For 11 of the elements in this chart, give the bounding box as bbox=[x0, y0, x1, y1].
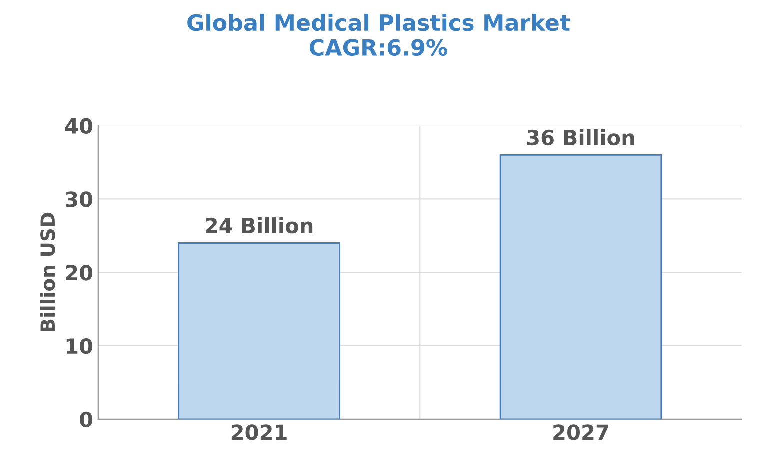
data-label: 24 Billion bbox=[206, 218, 313, 234]
y-tick-label: 40 bbox=[65, 118, 93, 134]
x-tick-label: 2027 bbox=[554, 424, 608, 440]
y-axis-title: Billion USD bbox=[40, 212, 56, 332]
chart-title: Global Medical Plastics Market CAGR:6.9% bbox=[188, 14, 570, 56]
y-tick-label: 0 bbox=[80, 412, 93, 428]
x-tick-label: 2021 bbox=[232, 424, 287, 440]
y-tick-label: 30 bbox=[66, 192, 93, 208]
y-tick-label: 10 bbox=[66, 338, 93, 354]
data-label: 36 Billion bbox=[527, 129, 634, 146]
y-tick-label: 20 bbox=[66, 265, 93, 281]
